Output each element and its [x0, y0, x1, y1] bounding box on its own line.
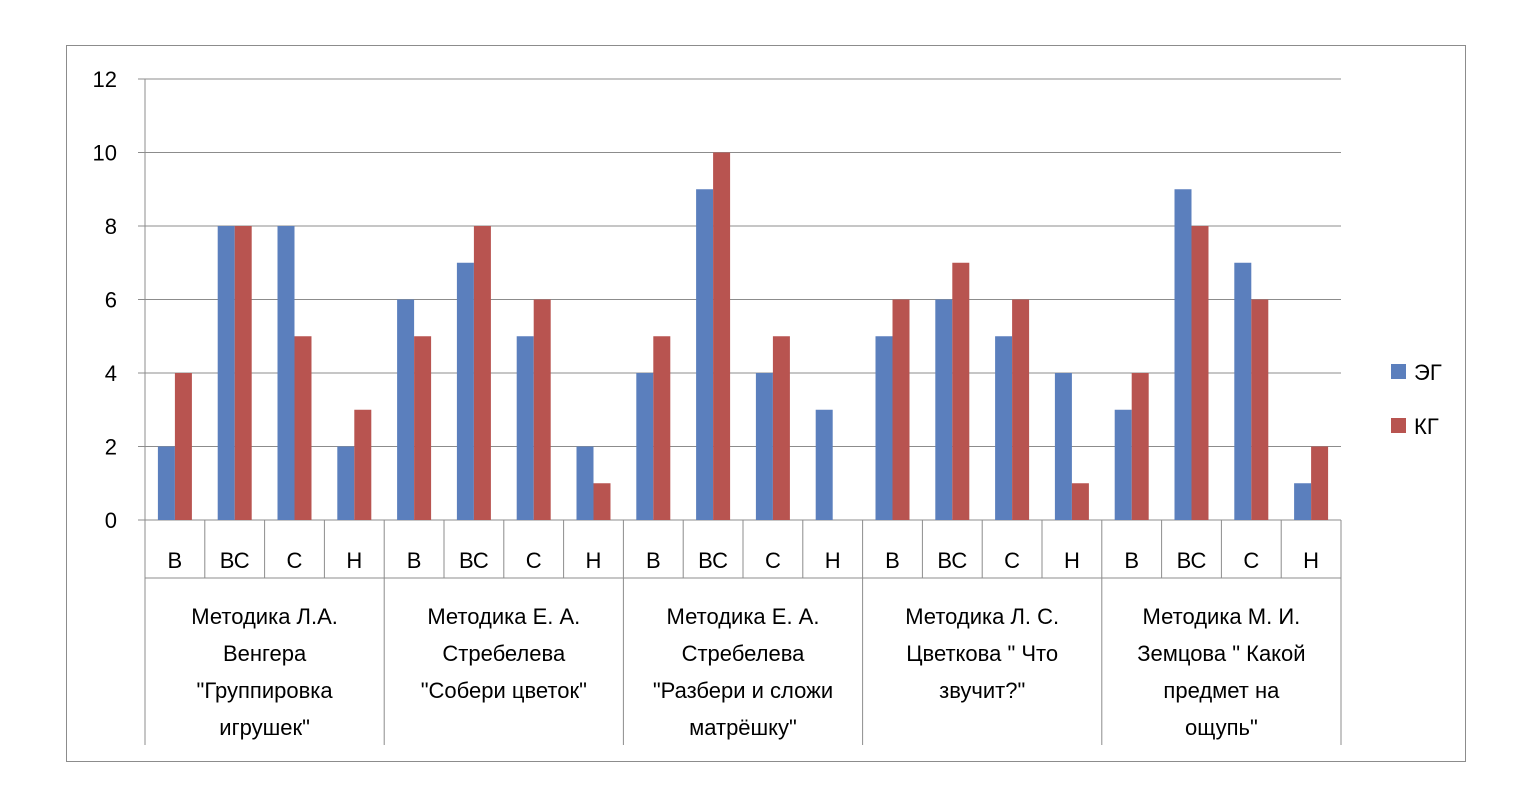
- bar-kg: [1071, 483, 1089, 520]
- bar-eg: [516, 336, 534, 520]
- category-label: В: [646, 548, 661, 573]
- group-label: "Группировка: [197, 678, 334, 703]
- bar-kg: [414, 336, 432, 520]
- bar-eg: [1294, 483, 1312, 520]
- group-label: Венгера: [223, 641, 307, 666]
- group-label: Земцова " Какой: [1137, 641, 1305, 666]
- group-label: Стребелева: [442, 641, 566, 666]
- category-label: С: [765, 548, 781, 573]
- group-label: Стребелева: [682, 641, 806, 666]
- category-label: Н: [825, 548, 841, 573]
- bar-eg: [1054, 373, 1072, 520]
- y-tick-label: 8: [105, 214, 117, 239]
- category-label: С: [1243, 548, 1259, 573]
- bar-kg: [1251, 299, 1269, 520]
- bar-eg: [696, 189, 714, 520]
- group-label: Методика Е. А.: [667, 604, 820, 629]
- bar-kg: [234, 226, 252, 520]
- y-tick-label: 2: [105, 435, 117, 460]
- group-label: игрушек": [219, 715, 310, 740]
- category-label: С: [526, 548, 542, 573]
- group-label: "Собери цветок": [421, 678, 587, 703]
- y-tick-label: 0: [105, 508, 117, 533]
- bar-kg: [713, 152, 731, 520]
- bar-eg: [995, 336, 1013, 520]
- category-label: В: [168, 548, 183, 573]
- category-label: Н: [346, 548, 362, 573]
- group-label: матрёшку": [689, 715, 797, 740]
- bar-eg: [1234, 262, 1252, 520]
- bar-kg: [772, 336, 790, 520]
- group-label: Методика Л. С.: [905, 604, 1059, 629]
- bar-kg: [1012, 299, 1030, 520]
- bar-kg: [1131, 373, 1149, 520]
- bar-eg: [875, 336, 893, 520]
- bar-kg: [892, 299, 910, 520]
- category-label: ВС: [937, 548, 967, 573]
- bar-eg: [157, 446, 175, 520]
- bar-eg: [337, 446, 355, 520]
- group-label: звучит?": [939, 678, 1025, 703]
- bar-eg: [636, 373, 654, 520]
- bar-eg: [1114, 409, 1132, 520]
- bar-kg: [1191, 226, 1209, 520]
- category-label: С: [287, 548, 303, 573]
- bar-eg: [456, 262, 474, 520]
- bar-eg: [935, 299, 953, 520]
- bar-eg: [1174, 189, 1192, 520]
- category-label: ВС: [459, 548, 489, 573]
- category-label: В: [885, 548, 900, 573]
- bar-kg: [952, 262, 970, 520]
- group-label: "Разбери и сложи: [653, 678, 833, 703]
- bar-kg: [354, 409, 372, 520]
- y-tick-label: 12: [93, 67, 117, 92]
- category-label: С: [1004, 548, 1020, 573]
- bar-eg: [277, 226, 295, 520]
- y-tick-label: 10: [93, 141, 117, 166]
- bar-kg: [1311, 446, 1329, 520]
- group-label: Методика М. И.: [1143, 604, 1301, 629]
- bar-kg: [533, 299, 551, 520]
- y-tick-label: 6: [105, 288, 117, 313]
- legend-label: ЭГ: [1414, 360, 1442, 385]
- group-label: ощупь": [1185, 715, 1258, 740]
- y-tick-label: 4: [105, 361, 117, 386]
- bar-kg: [473, 226, 491, 520]
- category-label: Н: [586, 548, 602, 573]
- group-label: Методика Е. А.: [427, 604, 580, 629]
- category-label: Н: [1064, 548, 1080, 573]
- category-label: В: [407, 548, 422, 573]
- bar-kg: [174, 373, 192, 520]
- category-label: В: [1124, 548, 1139, 573]
- bar-kg: [653, 336, 671, 520]
- bar-eg: [397, 299, 415, 520]
- group-label: Цветкова " Что: [906, 641, 1058, 666]
- category-label: ВС: [220, 548, 250, 573]
- bar-eg: [815, 409, 833, 520]
- bar-eg: [217, 226, 235, 520]
- bar-kg: [593, 483, 611, 520]
- group-label: Методика Л.А.: [191, 604, 338, 629]
- legend-swatch: [1391, 364, 1406, 379]
- bar-kg: [294, 336, 312, 520]
- category-label: ВС: [1177, 548, 1207, 573]
- category-label: Н: [1303, 548, 1319, 573]
- legend-label: КГ: [1414, 414, 1439, 439]
- bar-eg: [576, 446, 594, 520]
- category-label: ВС: [698, 548, 728, 573]
- legend-swatch: [1391, 418, 1406, 433]
- bar-eg: [755, 373, 773, 520]
- group-label: предмет на: [1163, 678, 1280, 703]
